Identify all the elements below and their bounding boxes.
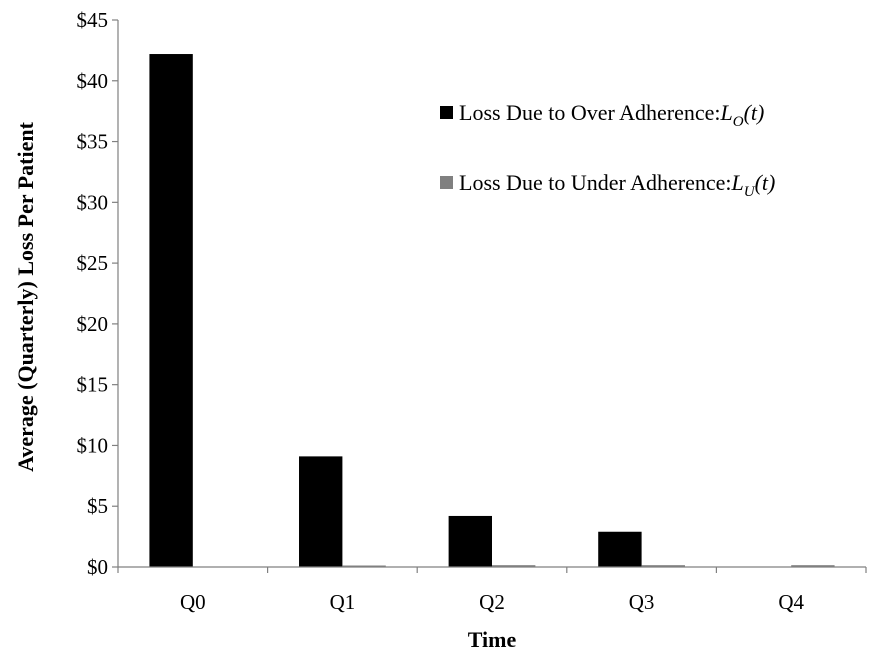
legend-entry-label: Loss Due to Over Adherence:LO(t)	[459, 100, 764, 130]
bar-series-1-q1	[299, 456, 343, 567]
y-axis-title: Average (Quarterly) Loss Per Patient	[13, 121, 38, 472]
y-tick-label: $45	[77, 8, 109, 32]
x-tick-label: Q2	[479, 590, 505, 614]
bar-series-2-q2	[492, 565, 536, 567]
x-tick-label: Q1	[330, 590, 356, 614]
bar-series-1-q0	[149, 54, 193, 567]
y-tick-label: $0	[87, 555, 108, 579]
legend: Loss Due to Over Adherence:LO(t) Loss Due…	[440, 100, 775, 200]
legend-entry-label: Loss Due to Under Adherence:LU(t)	[459, 170, 775, 200]
bar-series-2-q3	[641, 565, 685, 567]
y-tick-label: $20	[77, 312, 109, 336]
bar-series-1-q3	[598, 531, 642, 567]
y-tick-label: $25	[77, 251, 109, 275]
y-tick-label: $10	[77, 433, 109, 457]
y-tick-label: $40	[77, 69, 109, 93]
y-tick-label: $30	[77, 190, 109, 214]
legend-swatch	[440, 176, 453, 189]
y-axis-ticks: $0 $5 $10 $15 $20 $25 $30 $35 $40 $45	[77, 8, 118, 579]
x-tick-label: Q4	[778, 590, 804, 614]
x-axis-title: Time	[468, 627, 517, 652]
x-tick-label: Q3	[629, 590, 655, 614]
bar-series-2-q4	[791, 565, 835, 567]
bar-series-1-q2	[448, 515, 492, 567]
legend-swatch	[440, 106, 453, 119]
y-tick-label: $15	[77, 373, 109, 397]
bars	[149, 54, 835, 567]
x-tick-label: Q0	[180, 590, 206, 614]
x-axis-ticks: Q0 Q1 Q2 Q3 Q4	[117, 567, 867, 614]
bar-series-2-q1	[342, 565, 386, 567]
y-tick-label: $35	[77, 130, 109, 154]
y-tick-label: $5	[87, 494, 108, 518]
